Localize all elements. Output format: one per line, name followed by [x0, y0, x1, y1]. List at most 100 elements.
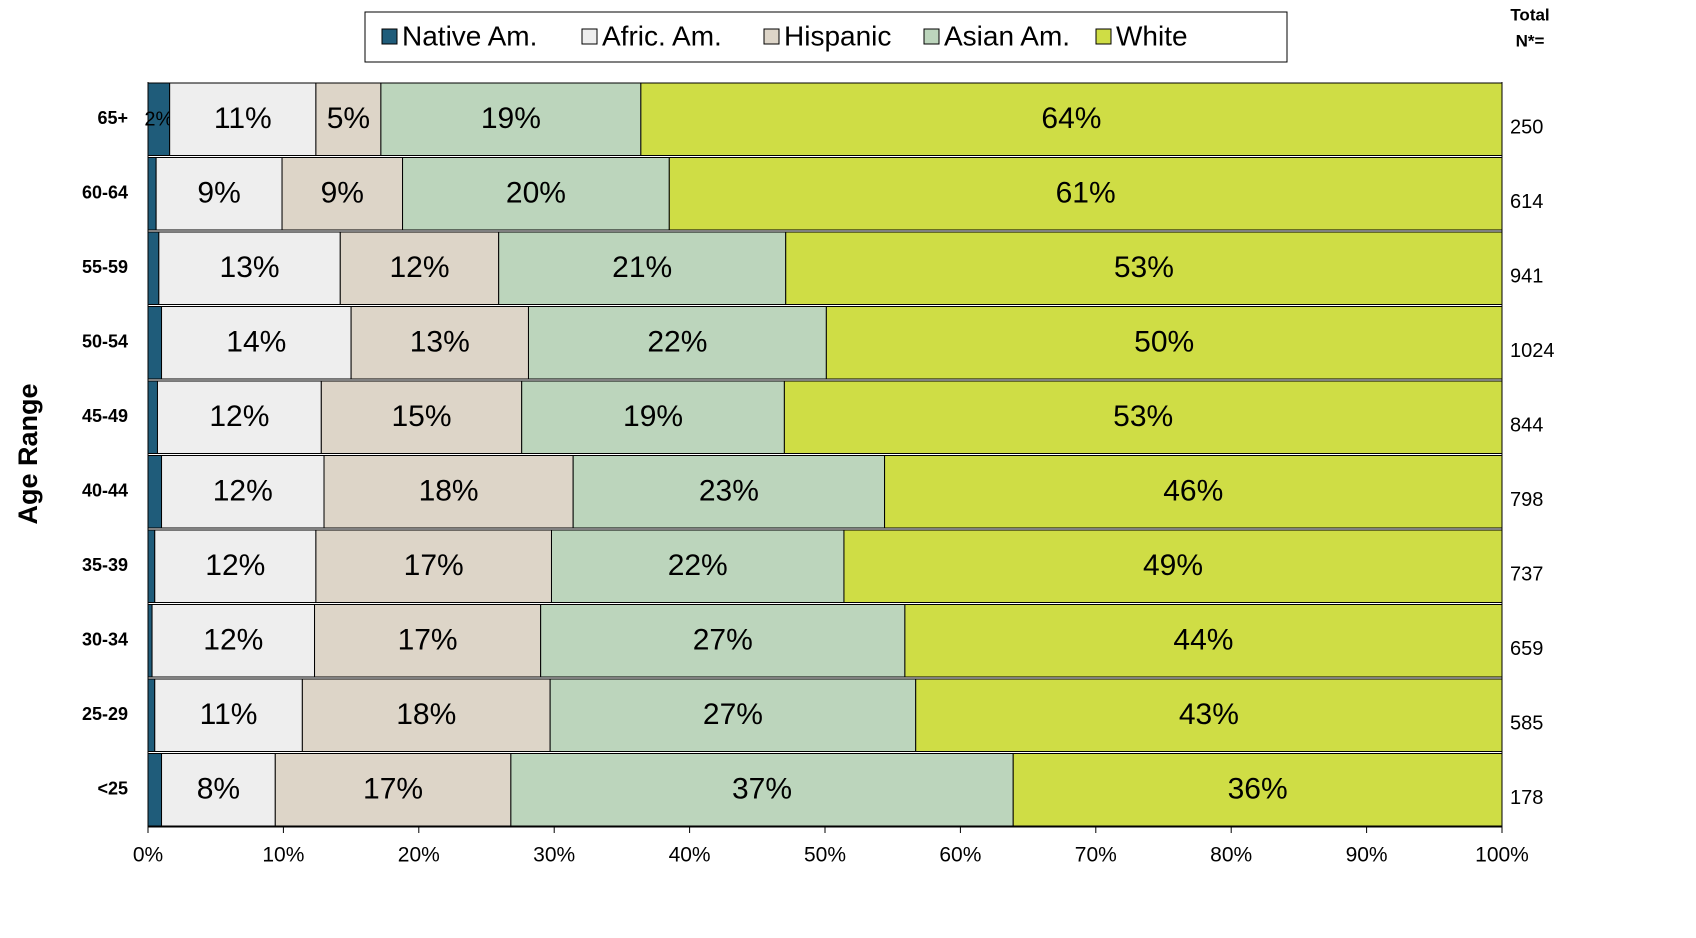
- x-tick-label: 20%: [398, 844, 440, 867]
- y-tick-label: <25: [97, 779, 128, 799]
- bar-segment: [521, 380, 785, 454]
- bar-segment: [315, 82, 382, 156]
- value-label: 19%: [481, 102, 541, 135]
- bar-segment: [161, 753, 276, 827]
- y-axis-label: Age Range: [13, 383, 43, 524]
- bar-segment: [281, 157, 404, 231]
- bar-segment: [155, 157, 283, 231]
- bar-segment: [825, 306, 1503, 380]
- bar-segment: [380, 82, 642, 156]
- legend-swatch: [381, 28, 398, 45]
- bar-segment: [323, 455, 574, 529]
- total-label: 737: [1510, 564, 1543, 586]
- bar-segment: [147, 529, 156, 603]
- bar-segment: [527, 306, 827, 380]
- x-tick-label: 90%: [1346, 844, 1388, 867]
- bar-segment: [549, 678, 917, 752]
- bar-segment: [783, 380, 1503, 454]
- value-label: 12%: [213, 475, 273, 508]
- value-label: 11%: [214, 102, 272, 135]
- value-label: 18%: [419, 475, 479, 508]
- bar-segment: [154, 678, 303, 752]
- bar-segment: [904, 604, 1503, 678]
- bar-segment: [161, 455, 325, 529]
- y-tick-label: 55-59: [82, 257, 128, 277]
- legend-swatch: [581, 28, 598, 45]
- y-tick-label: 60-64: [82, 183, 128, 203]
- bar-segment: [350, 306, 529, 380]
- bar-segment: [151, 604, 316, 678]
- legend-swatch: [1095, 28, 1112, 45]
- total-label: 614: [1510, 191, 1543, 213]
- x-tick-label: 70%: [1075, 844, 1117, 867]
- bar-segment: [147, 604, 153, 678]
- legend-swatch: [923, 28, 940, 45]
- value-label: 12%: [209, 400, 269, 433]
- bar-segment: [147, 753, 163, 827]
- value-label: 49%: [1143, 549, 1203, 582]
- bar-segment: [301, 678, 551, 752]
- value-label: 22%: [668, 549, 728, 582]
- value-label: 12%: [203, 624, 263, 657]
- bar-segment: [668, 157, 1503, 231]
- bar-segment: [785, 231, 1503, 305]
- bar-segment: [147, 678, 156, 752]
- value-label: 14%: [226, 326, 286, 359]
- totals-title: N*=: [1516, 31, 1545, 50]
- bar-segment: [274, 753, 512, 827]
- total-label: 941: [1510, 266, 1543, 288]
- x-tick-label: 60%: [939, 844, 981, 867]
- value-label: 50%: [1134, 326, 1194, 359]
- total-label: 250: [1510, 117, 1543, 139]
- bar-segment: [314, 604, 542, 678]
- value-label: 15%: [391, 400, 451, 433]
- legend-swatch: [763, 28, 780, 45]
- value-label: 20%: [506, 177, 566, 210]
- total-label: 659: [1510, 638, 1543, 660]
- bar-segment: [1012, 753, 1503, 827]
- legend-label: White: [1116, 20, 1188, 51]
- value-label: 5%: [327, 102, 370, 135]
- value-label: 12%: [205, 549, 265, 582]
- value-label: 23%: [699, 475, 759, 508]
- bar-segment: [147, 306, 163, 380]
- value-label: 36%: [1228, 773, 1288, 806]
- bar-segment: [339, 231, 500, 305]
- x-tick-label: 80%: [1210, 844, 1252, 867]
- value-label: 11%: [200, 698, 258, 731]
- totals-title: Total: [1510, 5, 1549, 24]
- value-label: 64%: [1041, 102, 1101, 135]
- x-tick-label: 100%: [1475, 844, 1529, 867]
- bar-segment: [154, 529, 317, 603]
- value-label: 21%: [612, 251, 672, 284]
- value-label: 46%: [1163, 475, 1223, 508]
- legend-label: Native Am.: [402, 20, 537, 51]
- value-label: 17%: [363, 773, 423, 806]
- y-tick-label: 30-34: [82, 630, 128, 650]
- value-label: 12%: [389, 251, 449, 284]
- bar-segment: [572, 455, 886, 529]
- bar-segment: [402, 157, 670, 231]
- y-tick-label: 50-54: [82, 332, 128, 352]
- x-tick-label: 0%: [133, 844, 163, 867]
- total-label: 798: [1510, 489, 1543, 511]
- value-label: 8%: [197, 773, 240, 806]
- y-tick-label: 65+: [97, 108, 128, 128]
- bar-segment: [320, 380, 523, 454]
- x-tick-label: 50%: [804, 844, 846, 867]
- x-tick-label: 10%: [262, 844, 304, 867]
- value-label: 53%: [1114, 251, 1174, 284]
- value-label: 43%: [1179, 698, 1239, 731]
- value-label: 9%: [321, 177, 364, 210]
- value-label: 18%: [396, 698, 456, 731]
- bar-segment: [158, 231, 341, 305]
- total-label: 585: [1510, 713, 1543, 735]
- value-label: 17%: [398, 624, 458, 657]
- legend-box: [364, 11, 1288, 63]
- value-label: 9%: [197, 177, 240, 210]
- x-tick-label: 40%: [669, 844, 711, 867]
- value-label: 13%: [220, 251, 280, 284]
- value-label: 27%: [703, 698, 763, 731]
